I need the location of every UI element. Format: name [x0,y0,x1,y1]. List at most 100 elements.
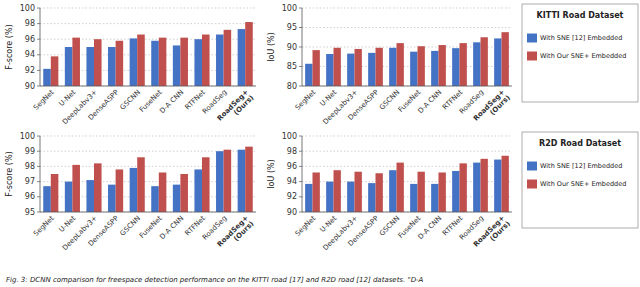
y-tick-label: 95 [287,23,297,32]
figure: 9092949698100F-score (%)SegNetU-NetDeepL… [0,0,640,287]
y-axis-line [302,8,303,86]
bar [202,157,210,212]
bar [238,150,246,212]
y-axis-label: IoU (%) [267,159,276,189]
x-tick-label: D-A CNN [158,88,185,115]
bar [418,172,425,212]
bar [460,163,467,212]
subplot: 9092949698100IoU (%)SegNetU-NetDeepLabv3… [267,132,512,287]
bar [368,53,375,86]
bar [431,51,438,86]
x-tick-label: SegNet [32,214,56,238]
y-tick [37,196,40,197]
bar [130,168,138,212]
y-tick-label: 100 [282,132,297,141]
x-tick-label: SegNet [294,88,318,112]
bar [173,45,181,86]
x-tick-label: RoadSeg+(Ours) [216,88,256,128]
legend-swatch [527,52,537,61]
y-tick-label: 96 [287,162,297,171]
bar [502,156,509,212]
legend-title: R2D Road Dataset [539,139,621,148]
bar [65,47,73,86]
x-tick-label: D-A CNN [158,214,185,241]
bar [51,174,59,212]
bar [94,39,102,86]
y-tick [37,23,40,24]
bars [43,147,253,212]
y-tick-label: 92 [287,192,297,201]
y-tick [37,166,40,167]
grid-line [40,86,256,87]
bar [216,35,224,86]
bar [376,48,383,86]
bar [334,170,341,212]
bar [389,170,396,212]
grid-line [302,8,512,9]
legend-label: With Our SNE+ Embedded [540,52,626,60]
x-axis-line [40,212,256,213]
y-tick [37,8,40,9]
bar [389,48,396,86]
bar [116,169,124,212]
y-tick [299,166,302,167]
x-axis-line [302,86,512,87]
y-tick-label: 100 [20,4,35,13]
bar [439,172,446,212]
legend-label: With SNE [12] Embedded [540,162,622,170]
x-tick-label: D-A CNN [416,214,443,241]
bars [305,32,509,86]
bar [224,30,232,86]
bar [116,41,124,86]
y-tick [37,136,40,137]
bar [494,38,501,86]
y-tick [299,8,302,9]
y-tick [299,136,302,137]
bar [72,165,80,212]
bar [108,47,116,86]
grid-line [302,136,512,137]
y-tick-label: 96 [25,35,35,44]
y-axis-label: F-score (%) [5,24,14,69]
caption: Fig. 3: DCNN comparison for freespace de… [6,276,424,284]
bar [481,159,488,212]
bar [347,54,354,86]
bar [159,172,167,212]
x-tick-label: DenseASPP [347,214,381,248]
y-tick-label: 80 [287,82,297,91]
bar [452,171,459,212]
x-tick-label: RoadSeg+(Ours) [216,214,256,254]
bar [180,174,188,212]
y-axis-line [302,136,303,212]
y-tick [37,151,40,152]
y-tick [299,212,302,213]
y-axis-line [40,8,41,86]
grid-line [302,27,512,28]
subplot: 9092949698100F-score (%)SegNetU-NetDeepL… [5,4,256,287]
bar [313,172,320,212]
bar [410,52,417,86]
y-tick [299,151,302,152]
bar [151,41,159,86]
y-tick-label: 92 [25,66,35,75]
bar [224,150,232,212]
y-tick-label: 98 [25,19,35,28]
bar [202,35,210,86]
y-tick [37,70,40,71]
bar [65,182,73,212]
y-tick-label: 85 [287,62,297,71]
bar [481,37,488,86]
y-tick [37,86,40,87]
x-tick-label: U-Net [58,88,78,108]
y-axis-line [40,136,41,212]
subplot: 9596979899100F-score (%)SegNetU-NetDeepL… [5,132,256,287]
y-tick-label: 94 [287,177,297,186]
bar [130,38,138,86]
bar [216,151,224,212]
bar [43,69,51,86]
bar [313,50,320,86]
bar [180,38,188,86]
y-tick-label: 96 [25,192,35,201]
y-tick [299,27,302,28]
y-axis-label: IoU (%) [267,32,276,62]
